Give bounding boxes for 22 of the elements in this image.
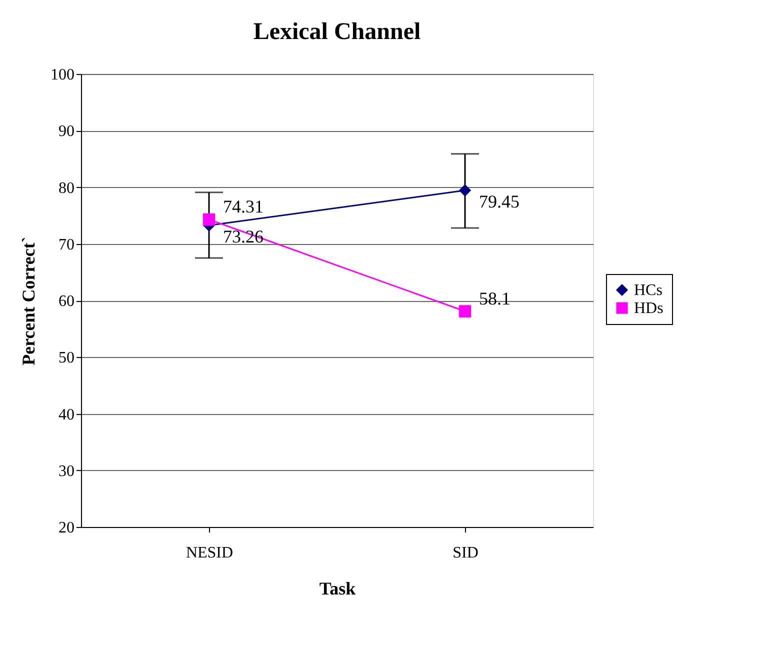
point — [202, 213, 216, 226]
y-tick-label: 60 — [58, 293, 74, 310]
data-label: 73.26 — [223, 226, 264, 246]
legend-label: HCs — [634, 282, 662, 299]
point — [458, 305, 472, 318]
data-label: 79.45 — [479, 191, 520, 212]
x-tick-label: NESID — [186, 544, 234, 562]
y-tick-label: 50 — [58, 350, 74, 367]
x-tick-label: SID — [452, 544, 478, 562]
y-axis-title: Percent Correct` — [18, 236, 38, 366]
y-tick-label: 70 — [58, 236, 74, 254]
chart-title: Lexical Channel — [253, 19, 422, 45]
y-tick-label: 80 — [58, 180, 74, 197]
data-label: 74.31 — [223, 196, 264, 216]
y-tick-label: 90 — [58, 123, 74, 140]
y-tick-label: 30 — [58, 462, 74, 480]
y-tick-label: 20 — [58, 520, 74, 536]
legend-label: HDs — [634, 300, 664, 317]
x-axis-title: Task — [319, 578, 356, 598]
point — [458, 184, 472, 196]
y-tick-label: 100 — [50, 66, 74, 84]
y-tick-label: 40 — [58, 406, 74, 424]
